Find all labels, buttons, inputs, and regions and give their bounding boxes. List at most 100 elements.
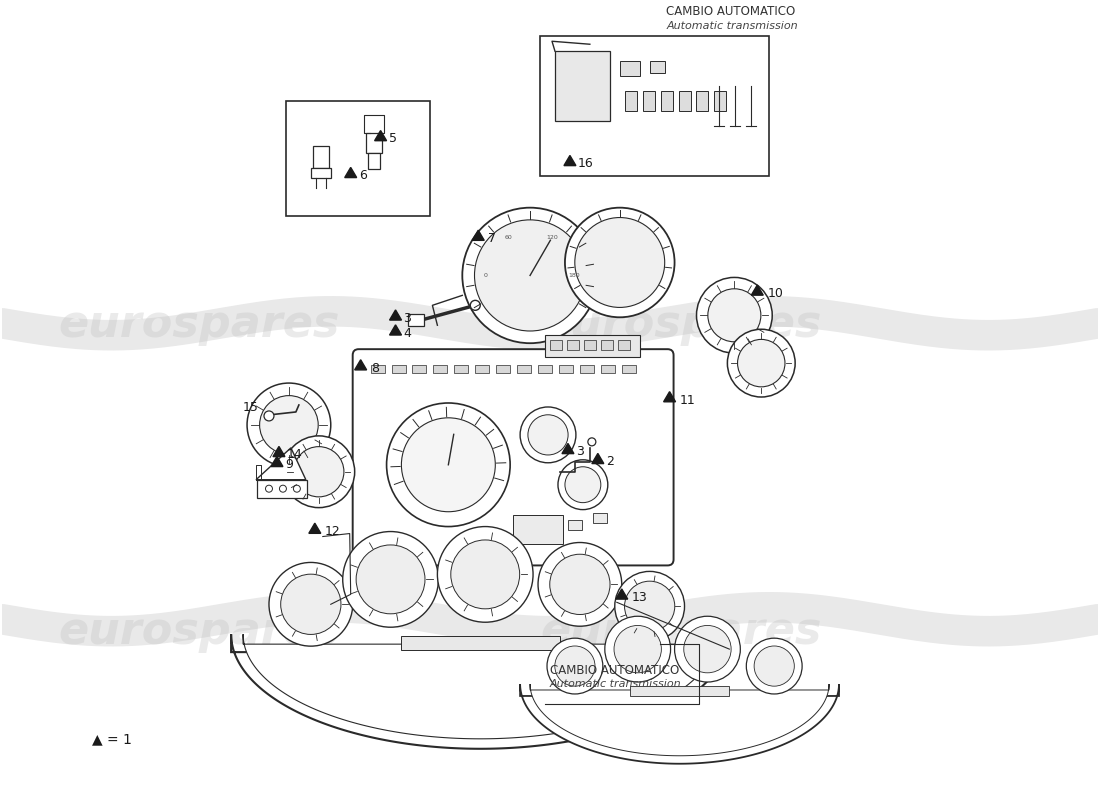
Bar bbox=[696, 91, 708, 111]
Text: eurospares: eurospares bbox=[541, 610, 822, 653]
Circle shape bbox=[605, 616, 671, 682]
Text: 12: 12 bbox=[324, 525, 341, 538]
Text: CAMBIO AUTOMATICO: CAMBIO AUTOMATICO bbox=[667, 6, 795, 18]
Text: 16: 16 bbox=[578, 158, 594, 170]
Text: 9: 9 bbox=[285, 458, 293, 471]
Bar bbox=[619, 61, 640, 76]
Bar bbox=[454, 365, 469, 373]
Polygon shape bbox=[616, 589, 628, 599]
Bar bbox=[593, 513, 607, 522]
Bar bbox=[642, 91, 654, 111]
Circle shape bbox=[558, 460, 608, 510]
Circle shape bbox=[554, 646, 595, 686]
Bar bbox=[714, 91, 726, 111]
Polygon shape bbox=[592, 454, 604, 463]
Text: eurospares: eurospares bbox=[58, 302, 340, 346]
Circle shape bbox=[550, 554, 610, 614]
Text: 13: 13 bbox=[631, 591, 648, 604]
Bar bbox=[601, 340, 613, 350]
Bar bbox=[365, 133, 382, 153]
Circle shape bbox=[343, 531, 439, 627]
Bar bbox=[392, 365, 406, 373]
Circle shape bbox=[684, 626, 732, 673]
Bar bbox=[496, 365, 510, 373]
Bar bbox=[625, 91, 637, 111]
Text: 3: 3 bbox=[576, 446, 584, 458]
Polygon shape bbox=[344, 167, 356, 178]
Text: 14: 14 bbox=[287, 448, 303, 462]
Bar bbox=[566, 340, 579, 350]
Bar bbox=[540, 36, 769, 176]
Polygon shape bbox=[231, 634, 729, 749]
Polygon shape bbox=[530, 684, 829, 756]
Bar bbox=[517, 365, 531, 373]
Bar bbox=[408, 314, 425, 326]
Bar bbox=[513, 514, 563, 545]
Polygon shape bbox=[309, 523, 321, 534]
Text: CAMBIO AUTOMATICO: CAMBIO AUTOMATICO bbox=[550, 664, 680, 677]
Text: 3: 3 bbox=[404, 312, 411, 325]
Polygon shape bbox=[375, 130, 386, 141]
Text: eurospares: eurospares bbox=[541, 302, 822, 346]
Circle shape bbox=[727, 330, 795, 397]
Text: 180: 180 bbox=[569, 273, 580, 278]
Circle shape bbox=[451, 540, 519, 609]
Bar bbox=[661, 91, 672, 111]
Polygon shape bbox=[389, 325, 402, 335]
Polygon shape bbox=[472, 230, 484, 240]
Bar bbox=[650, 61, 664, 73]
Text: 5: 5 bbox=[388, 133, 397, 146]
Text: 11: 11 bbox=[680, 394, 695, 406]
Text: 6: 6 bbox=[359, 170, 366, 182]
Circle shape bbox=[471, 300, 481, 310]
Bar bbox=[312, 146, 329, 168]
Circle shape bbox=[737, 339, 785, 387]
Polygon shape bbox=[273, 446, 285, 457]
Circle shape bbox=[280, 574, 341, 634]
Circle shape bbox=[462, 208, 597, 343]
Circle shape bbox=[264, 411, 274, 421]
Bar bbox=[568, 519, 582, 530]
Circle shape bbox=[402, 418, 495, 512]
Polygon shape bbox=[663, 392, 675, 402]
Polygon shape bbox=[271, 457, 283, 466]
Bar bbox=[475, 365, 490, 373]
Circle shape bbox=[248, 383, 331, 466]
Bar bbox=[367, 153, 380, 169]
Text: 2: 2 bbox=[606, 455, 614, 468]
Text: 0: 0 bbox=[484, 273, 488, 278]
Polygon shape bbox=[243, 634, 717, 739]
Circle shape bbox=[474, 220, 585, 331]
Text: Automatic transmission: Automatic transmission bbox=[550, 679, 682, 689]
Circle shape bbox=[294, 486, 300, 492]
Text: 10: 10 bbox=[767, 287, 783, 300]
Circle shape bbox=[708, 289, 761, 342]
Bar bbox=[550, 340, 562, 350]
Circle shape bbox=[528, 414, 568, 455]
Bar bbox=[371, 365, 385, 373]
Circle shape bbox=[696, 278, 772, 353]
Bar bbox=[618, 340, 629, 350]
Bar bbox=[580, 365, 594, 373]
Circle shape bbox=[565, 466, 601, 502]
Polygon shape bbox=[389, 310, 402, 320]
Bar bbox=[286, 101, 430, 216]
Circle shape bbox=[587, 438, 596, 446]
Circle shape bbox=[270, 562, 353, 646]
Text: Automatic transmission: Automatic transmission bbox=[667, 22, 798, 31]
Circle shape bbox=[615, 571, 684, 641]
Polygon shape bbox=[562, 443, 574, 454]
Circle shape bbox=[746, 638, 802, 694]
Circle shape bbox=[755, 646, 794, 686]
Circle shape bbox=[520, 407, 576, 462]
Bar bbox=[257, 480, 307, 498]
Polygon shape bbox=[751, 285, 763, 295]
Circle shape bbox=[625, 581, 674, 631]
Bar bbox=[412, 365, 427, 373]
Circle shape bbox=[260, 396, 318, 454]
Text: 120: 120 bbox=[547, 234, 558, 240]
Text: 8: 8 bbox=[371, 362, 378, 374]
Bar bbox=[556, 51, 609, 121]
Bar bbox=[400, 636, 560, 650]
Circle shape bbox=[283, 436, 354, 508]
